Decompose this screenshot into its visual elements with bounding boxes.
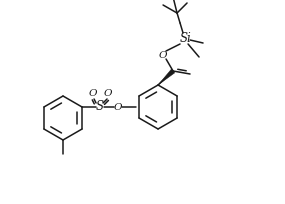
Text: Si: Si <box>179 32 191 45</box>
Polygon shape <box>158 69 175 85</box>
Text: O: O <box>114 102 122 112</box>
Text: O: O <box>104 90 112 99</box>
Text: S: S <box>96 101 104 113</box>
Text: O: O <box>89 90 97 99</box>
Text: O: O <box>159 51 167 60</box>
